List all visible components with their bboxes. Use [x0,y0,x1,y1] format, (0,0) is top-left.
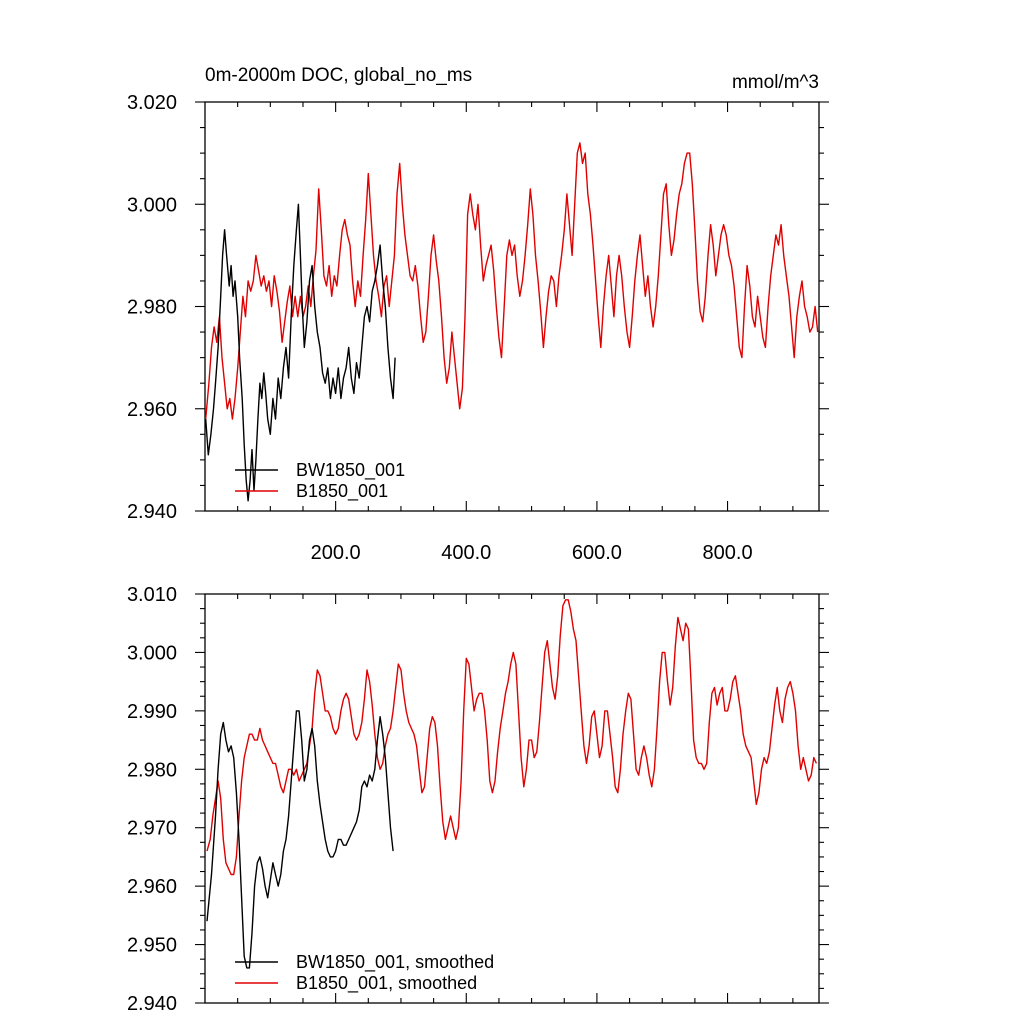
legend-label: BW1850_001 [296,460,405,481]
y-tick-label: 2.990 [127,701,177,723]
top-chart-title: 0m-2000m DOC, global_no_ms [205,65,472,86]
y-tick-label: 2.960 [127,876,177,898]
top-panel: 0m-2000m DOC, global_no_ms mmol/m^3 200.… [127,65,829,564]
y-tick-label: 2.950 [127,935,177,957]
series-line-black [205,203,396,502]
bottom-ticks: 2.940 2.950 2.960 2.970 2.980 2.990 3.000 3.010 [127,584,829,1015]
top-series-lines [205,142,819,502]
legend-label: B1850_001 [296,481,388,502]
y-tick-label: 2.980 [127,759,177,781]
y-tick-label: 3.010 [127,584,177,606]
bottom-panel: 2.940 2.950 2.960 2.970 2.980 2.990 3.000 3.010… [127,584,829,1015]
x-tick-label: 400.0 [441,542,491,564]
y-tick-label: 3.000 [127,194,177,216]
y-tick-label: 2.940 [127,993,177,1015]
legend-label: BW1850_001, smoothed [296,952,494,973]
top-ticks: 200.0 400.0 600.0 800.0 2.940 2.960 2.980 3.000… [127,92,829,564]
top-chart-units: mmol/m^3 [732,72,819,93]
x-tick-label: 200.0 [311,542,361,564]
y-tick-label: 2.980 [127,297,177,319]
x-tick-label: 800.0 [703,542,753,564]
series-line-black [206,710,394,969]
y-tick-label: 2.960 [127,399,177,421]
y-tick-label: 2.940 [127,501,177,523]
legend-label: B1850_001, smoothed [296,973,477,994]
bottom-series-lines [206,599,818,969]
y-tick-label: 3.020 [127,92,177,114]
series-line-red [206,599,818,876]
x-tick-label: 600.0 [572,542,622,564]
y-tick-label: 2.970 [127,818,177,840]
y-tick-label: 3.000 [127,642,177,664]
series-line-red [205,142,819,420]
